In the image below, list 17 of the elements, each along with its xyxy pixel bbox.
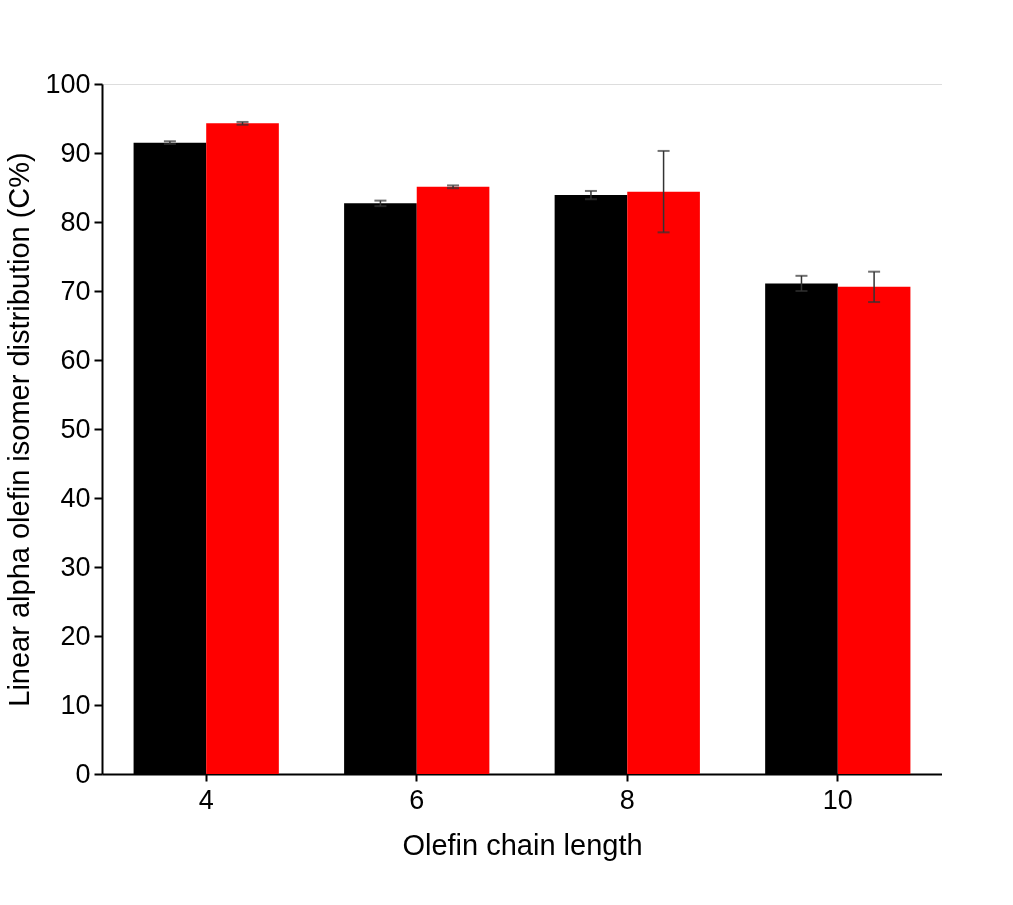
y-tick-label: 50 — [60, 413, 91, 444]
y-tick-label: 40 — [60, 482, 91, 513]
y-tick-label: 30 — [60, 551, 91, 582]
y-axis-title: Linear alpha olefin isomer distribution (C%) — [3, 152, 36, 707]
y-tick-label: 90 — [60, 137, 91, 168]
y-tick-label: 60 — [60, 344, 91, 375]
x-tick-label: 8 — [619, 784, 635, 815]
y-tick-label: 20 — [60, 620, 91, 651]
y-tick-label: 80 — [60, 206, 91, 237]
y-tick-label: 10 — [60, 689, 91, 720]
y-tick-label: 70 — [60, 275, 91, 306]
y-tick-label: 0 — [75, 758, 91, 789]
x-axis-title: Olefin chain length — [402, 828, 643, 861]
y-tick-label: 100 — [45, 68, 91, 99]
x-tick-label: 10 — [822, 784, 853, 815]
x-tick-label: 6 — [409, 784, 425, 815]
x-tick-label: 4 — [198, 784, 214, 815]
